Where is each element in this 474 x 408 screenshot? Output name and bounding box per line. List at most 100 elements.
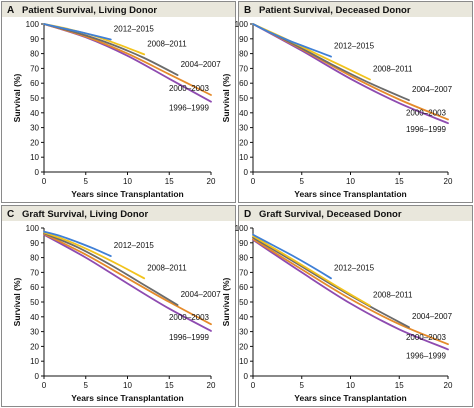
series-label: 2008–2011: [147, 39, 187, 48]
y-tick-label: 90: [30, 239, 39, 248]
panel-frame: [238, 1, 473, 203]
series-line-2012-2015: [252, 233, 332, 280]
y-tick-label: 80: [30, 50, 39, 59]
series-line-2000-2003: [43, 233, 212, 326]
series-label: 2000–2003: [406, 108, 447, 117]
panel-letter: C: [7, 209, 14, 220]
y-tick-label: 50: [30, 94, 39, 103]
x-tick-label: 5: [300, 381, 305, 390]
y-tick-label: 40: [30, 109, 39, 118]
series-label: 2012–2015: [334, 263, 375, 272]
x-tick-label: 15: [165, 177, 174, 186]
x-tick-label: 10: [123, 177, 132, 186]
y-tick-label: 10: [239, 153, 248, 162]
panel-letter: D: [244, 209, 251, 220]
series-label: 2008–2011: [373, 65, 413, 74]
series-line-2012-2015: [252, 23, 332, 58]
y-tick-label: 30: [239, 328, 248, 337]
series-line-2004-2007: [43, 232, 179, 306]
y-tick-label: 0: [35, 168, 40, 177]
y-tick-label: 40: [239, 109, 248, 118]
y-tick-label: 10: [30, 153, 39, 162]
series-label: 2000–2003: [406, 333, 447, 342]
panel-title: Patient Survival, Living Donor: [22, 5, 157, 16]
y-axis-label: Survival (%): [12, 74, 22, 123]
x-tick-label: 10: [123, 381, 132, 390]
x-axis-label: Years since Transplantation: [71, 189, 183, 199]
y-tick-label: 20: [239, 138, 248, 147]
y-tick-label: 30: [30, 328, 39, 337]
y-tick-label: 70: [30, 64, 39, 73]
x-tick-label: 0: [42, 177, 47, 186]
panel-title-bar: [239, 2, 472, 17]
y-axis-label: Survival (%): [12, 278, 22, 327]
series-label: 2004–2007: [181, 60, 222, 69]
x-tick-label: 15: [165, 381, 174, 390]
x-tick-label: 15: [395, 177, 404, 186]
series-label: 2000–2003: [169, 84, 210, 93]
y-tick-label: 80: [239, 50, 248, 59]
y-tick-label: 60: [30, 283, 39, 292]
y-tick-label: 10: [239, 357, 248, 366]
series-label: 2004–2007: [412, 85, 453, 94]
panel-title: Graft Survival, Deceased Donor: [259, 209, 402, 220]
y-tick-label: 20: [30, 342, 39, 351]
y-tick-label: 100: [26, 20, 40, 29]
y-tick-label: 0: [244, 372, 249, 381]
x-tick-label: 5: [84, 381, 89, 390]
panel-title-bar: [239, 206, 472, 221]
y-tick-label: 60: [239, 79, 248, 88]
x-axis-label: Years since Transplantation: [71, 393, 183, 403]
x-tick-label: 0: [251, 381, 256, 390]
series-label: 2008–2011: [373, 291, 413, 300]
series-line-2012-2015: [43, 230, 112, 257]
y-tick-label: 20: [239, 342, 248, 351]
series-label: 1996–1999: [406, 351, 447, 360]
series-label: 2012–2015: [114, 25, 155, 34]
x-tick-label: 10: [346, 177, 355, 186]
x-tick-label: 5: [300, 177, 305, 186]
y-tick-label: 40: [30, 313, 39, 322]
panel-d: D Graft Survival, Deceased Donor 0 10 20 30 40…: [221, 205, 473, 407]
x-tick-label: 10: [346, 381, 355, 390]
y-tick-label: 80: [30, 254, 39, 263]
x-tick-label: 20: [207, 177, 216, 186]
y-tick-label: 80: [239, 254, 248, 263]
panel-a: A Patient Survival, Living Donor 0 10 20 30 40…: [1, 1, 236, 203]
y-tick-label: 70: [239, 268, 248, 277]
series-line-2008-2011: [43, 231, 146, 280]
y-tick-label: 20: [30, 138, 39, 147]
x-tick-label: 15: [395, 381, 404, 390]
x-tick-label: 20: [207, 381, 216, 390]
x-axis-label: Years since Transplantation: [294, 189, 406, 199]
y-tick-label: 70: [30, 268, 39, 277]
y-axis-label: Survival (%): [221, 74, 231, 123]
y-tick-label: 50: [239, 94, 248, 103]
panel-b: B Patient Survival, Deceased Donor 0 10 20 30…: [221, 1, 473, 203]
panel-letter: B: [244, 5, 251, 16]
y-tick-label: 0: [35, 372, 40, 381]
y-tick-label: 100: [26, 224, 40, 233]
y-tick-label: 50: [239, 298, 248, 307]
y-tick-label: 30: [30, 124, 39, 133]
y-tick-label: 100: [235, 224, 249, 233]
panel-title-bar: [2, 2, 235, 17]
y-tick-label: 10: [30, 357, 39, 366]
series-label: 2004–2007: [412, 312, 453, 321]
y-tick-label: 60: [239, 283, 248, 292]
y-tick-label: 70: [239, 64, 248, 73]
series-line-1996-1999: [252, 238, 449, 351]
x-tick-label: 20: [444, 177, 453, 186]
panel-letter: A: [7, 5, 14, 16]
panel-title: Patient Survival, Deceased Donor: [259, 5, 411, 16]
x-tick-label: 0: [42, 381, 47, 390]
x-axis-label: Years since Transplantation: [294, 393, 406, 403]
series-label: 1996–1999: [406, 125, 447, 134]
panel-frame: [238, 205, 473, 407]
series-label: 2008–2011: [147, 263, 187, 272]
series-line-2004-2007: [252, 236, 410, 329]
series-line-2000-2003: [252, 238, 449, 346]
y-tick-label: 40: [239, 313, 248, 322]
y-tick-label: 90: [30, 35, 39, 44]
